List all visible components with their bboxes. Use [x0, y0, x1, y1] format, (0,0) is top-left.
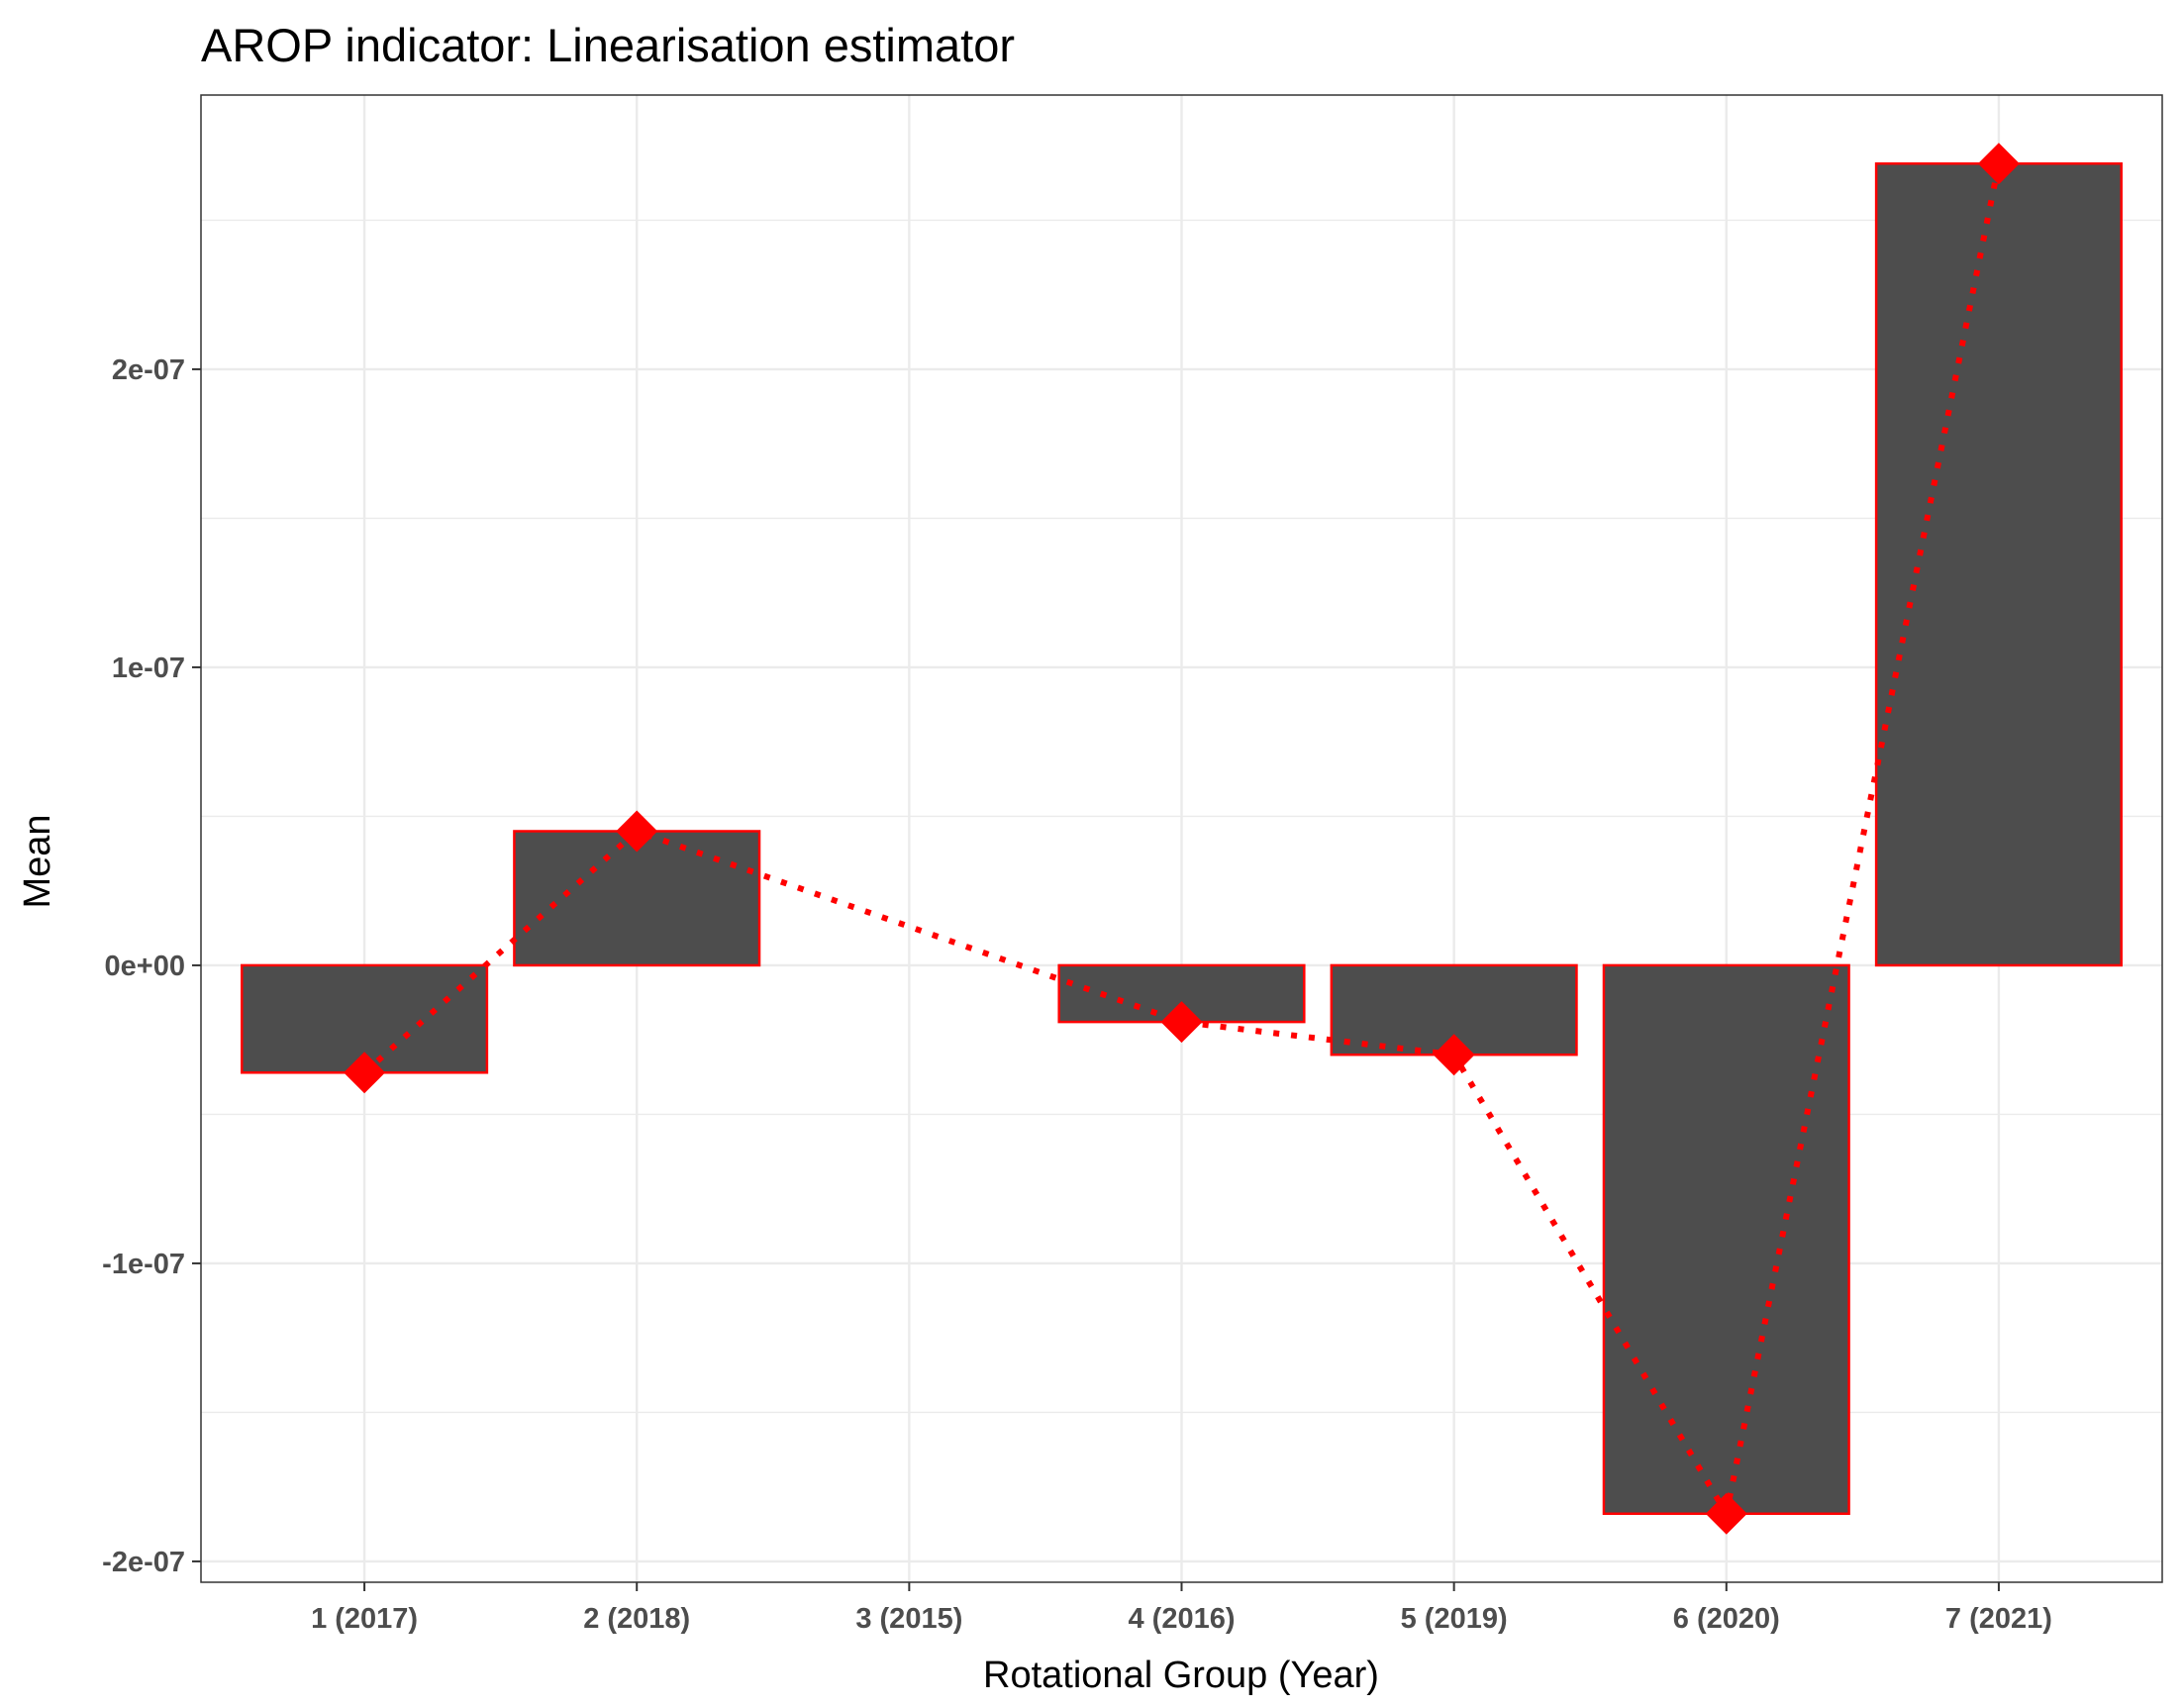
data-point — [1433, 1034, 1475, 1076]
data-point — [616, 810, 658, 853]
trend-line — [362, 162, 2002, 1523]
data-point — [344, 1052, 386, 1094]
x-tick-label: 1 (2017) — [311, 1603, 418, 1635]
bars — [241, 161, 2123, 1516]
x-tick-label: 7 (2021) — [1945, 1603, 2052, 1635]
x-tick-label: 2 (2018) — [583, 1603, 690, 1635]
x-axis: 1 (2017) 2 (2018) 3 (2015) 4 (2016) 5 (2019)… — [311, 1582, 2052, 1635]
data-point — [1705, 1492, 1747, 1535]
x-tick-label: 3 (2015) — [855, 1603, 962, 1635]
x-tick-label: 4 (2016) — [1128, 1603, 1235, 1635]
y-tick-label: 1e-07 — [112, 653, 185, 684]
bar — [1330, 963, 1578, 1056]
point-markers — [344, 143, 2020, 1535]
series-line — [362, 162, 2002, 1523]
y-tick-label: 2e-07 — [112, 354, 185, 386]
x-tick-label: 6 (2020) — [1673, 1603, 1780, 1635]
x-tick-label: 5 (2019) — [1401, 1603, 1508, 1635]
y-tick-label: -2e-07 — [102, 1547, 185, 1578]
y-axis-title: Mean — [17, 814, 58, 908]
y-axis: -2e-07 -1e-07 0e+00 1e-07 2e-07 — [102, 354, 201, 1578]
gridlines — [201, 95, 2162, 1582]
bar — [1874, 161, 2123, 967]
data-point — [1977, 143, 2020, 185]
data-point — [1160, 1001, 1203, 1044]
y-tick-label: -1e-07 — [102, 1249, 185, 1280]
x-axis-title: Rotational Group (Year) — [983, 1655, 1379, 1696]
bar — [513, 830, 761, 967]
chart-title: AROP indicator: Linearisation estimator — [201, 19, 1015, 71]
y-tick-label: 0e+00 — [105, 951, 185, 982]
bar — [1602, 963, 1850, 1516]
